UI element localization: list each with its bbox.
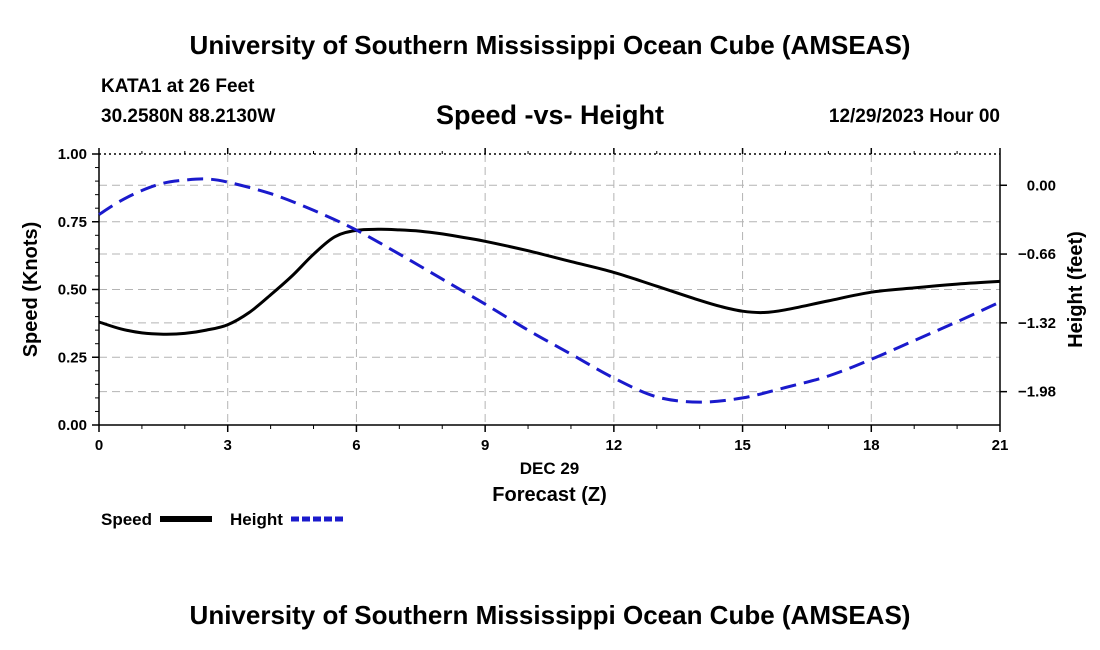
series-line-height: [98, 177, 1001, 404]
y-right-tick-label: 0.00: [1027, 177, 1056, 194]
y-left-axis-title: Speed (Knots): [20, 222, 42, 358]
chart-title: Speed -vs- Height: [435, 100, 665, 130]
x-tick-label: 18: [863, 437, 880, 454]
y-left-tick-label: 0.25: [58, 349, 87, 366]
footer-title: University of Southern Mississippi Ocean…: [189, 600, 911, 630]
forecast-datetime: 12/29/2023 Hour 00: [828, 106, 1000, 127]
y-left-tick-label: 0.75: [58, 214, 87, 231]
y-left-tick-label: 1.00: [58, 146, 87, 163]
x-tick-label: 21: [992, 437, 1009, 454]
station-label: KATA1 at 26 Feet: [101, 76, 255, 97]
legend-label-speed: Speed: [101, 510, 152, 529]
x-tick-label: 0: [95, 437, 103, 454]
y-right-axis-title: Height (feet): [1065, 231, 1087, 348]
y-right-tick-label: −0.66: [1018, 246, 1056, 263]
x-date-label: DEC 29: [520, 459, 580, 478]
station-coordinates: 30.2580N 88.2130W: [101, 106, 276, 127]
y-right-tick-label: −1.32: [1018, 315, 1056, 332]
x-tick-label: 6: [352, 437, 360, 454]
main-title: University of Southern Mississippi Ocean…: [189, 30, 911, 60]
x-tick-label: 15: [734, 437, 751, 454]
x-axis-title: Forecast (Z): [492, 484, 606, 506]
legend-label-height: Height: [230, 510, 283, 529]
y-left-tick-label: 0.00: [58, 417, 87, 434]
x-tick-label: 12: [606, 437, 623, 454]
y-right-tick-label: −1.98: [1018, 384, 1056, 401]
y-left-tick-label: 0.50: [58, 282, 87, 299]
series-line-speed: [98, 227, 1001, 336]
x-tick-label: 3: [224, 437, 232, 454]
x-tick-label: 9: [481, 437, 489, 454]
